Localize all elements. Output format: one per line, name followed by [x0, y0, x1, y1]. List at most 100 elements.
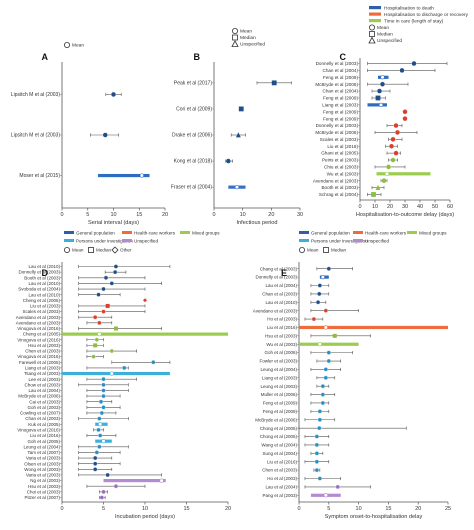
legend-marker-median [369, 31, 375, 37]
study-point [388, 143, 395, 149]
legend-swatch [353, 231, 363, 234]
study-row: Avendano et al (2003) [16, 320, 113, 325]
study-row: Goh et al (2003) [27, 405, 121, 410]
legend-swatch [122, 239, 132, 242]
study-label: Chan et al (2004) [323, 89, 359, 94]
study-band [103, 478, 166, 483]
study-point [320, 392, 325, 397]
study-point [101, 489, 106, 495]
study-point [112, 269, 118, 275]
study-row: Fowler et al (2003) [259, 359, 342, 364]
study-label: Peiris et al (2003) [322, 158, 358, 163]
study-point [143, 298, 147, 303]
study-label: Vinogova et al (2016) [17, 354, 60, 359]
study-label: Chong et al (2005) [260, 426, 298, 431]
study-point [101, 377, 106, 382]
study-point [101, 439, 106, 444]
legend-swatch [299, 231, 309, 234]
study-point [384, 171, 390, 176]
study-row: McBryde et al (2006) [255, 417, 336, 422]
study-row: Donnelly et al (2003) [18, 269, 127, 275]
x-tick-label: 10 [142, 506, 148, 512]
study-point [380, 75, 385, 80]
study-label: Feng et al (2009) [323, 96, 358, 101]
study-point [317, 426, 322, 431]
study-label: Tsang et al (2003) [24, 371, 61, 376]
study-point [101, 286, 106, 292]
study-label: Tam et al (2007) [27, 450, 60, 455]
study-label: Chong et al (2005) [260, 434, 298, 439]
study-row: Chiu et al (2003) [324, 164, 406, 170]
study-row: Chang et al (2003) [260, 266, 353, 271]
study-label: Vinogova et al (2016) [17, 427, 60, 432]
study-row: Tam et al (2007) [27, 450, 121, 455]
study-point [332, 333, 337, 338]
study-label: Leung et al (2003) [260, 384, 297, 389]
study-label: Chan et al (2003) [262, 291, 297, 296]
panel-letter: D [42, 268, 49, 278]
x-tick-label: 10 [240, 212, 246, 218]
study-label: Chow et al (2003) [24, 382, 60, 387]
legend-swatch [122, 231, 132, 234]
study-point [317, 342, 322, 347]
study-label: Chiu et al (2003) [324, 165, 358, 170]
legend-label: Median [240, 35, 256, 41]
x-tick-label: 5 [86, 212, 89, 218]
x-axis-label: Incubation period (days) [115, 514, 175, 520]
x-tick-label: 20 [268, 212, 274, 218]
study-row: Liu et al (2018) [327, 143, 398, 149]
study-point [375, 184, 381, 190]
study-label: Booth et al (2003) [321, 185, 358, 190]
x-tick-label: 30 [297, 212, 303, 218]
study-label: Avendano et al (2003) [253, 308, 298, 313]
x-tick-label: 0 [60, 212, 63, 218]
study-row: Wang et al (2004) [261, 443, 330, 448]
study-point [317, 283, 323, 288]
study-label: Sung et al (2004) [262, 451, 297, 456]
study-row: Feng et al (2009) [323, 109, 408, 115]
study-label: McBryde et al (2006) [315, 130, 358, 135]
legend-label: Unspecified [240, 42, 265, 48]
study-label: Feng et al (2009) [323, 109, 358, 114]
legend-swatch [180, 231, 190, 234]
study-label: Chang et al (2003) [260, 266, 298, 271]
study-label: Vinogova et al (2016) [17, 337, 60, 342]
study-label: Farewell et al (2005) [19, 360, 61, 365]
study-point [101, 393, 106, 399]
study-label: Liang et al (2003) [25, 366, 61, 371]
study-label: Feng et al (2009) [263, 401, 298, 406]
study-point [371, 192, 376, 197]
study-row: Varia et al (2003) [26, 456, 113, 461]
study-label: Lipsitch M et al (2003) [11, 133, 61, 139]
study-row: Leung et al (2004) [23, 444, 129, 449]
study-point [113, 264, 119, 269]
study-row: Lipsitch M et al (2003) [11, 132, 119, 139]
study-row: Chan et al (2004) [323, 88, 391, 94]
study-point [105, 303, 110, 308]
study-row: Avendano et al (2003) [313, 178, 388, 183]
study-point [375, 95, 381, 101]
x-tick-label: 15 [136, 212, 142, 218]
study-label: Chen et al (2003) [25, 349, 60, 354]
study-row: Kuk et al (2005) [28, 422, 108, 427]
study-point [159, 478, 164, 483]
legend-marker-mean [64, 246, 71, 253]
x-tick-label: 20 [162, 212, 168, 218]
study-row: Chong et al (2005) [260, 434, 330, 439]
study-row: Chen et al (2003) [262, 468, 321, 473]
legend-marker-unspecified [231, 40, 239, 47]
study-row: Chan et al (2004) [323, 67, 436, 73]
study-row: Liu et al (2016) [267, 459, 330, 464]
study-band [62, 332, 228, 336]
legend-label: Persons under investigation [76, 239, 133, 244]
legend-label: Other [120, 248, 132, 253]
study-label: Donnelly et al (2003) [18, 270, 60, 275]
study-label: Booth et al (2003) [24, 275, 60, 280]
study-point [93, 343, 98, 348]
panel-letter: E [281, 268, 287, 278]
legend-label: Hospitalisation to discharge or recovery [384, 12, 469, 18]
study-row: Feng et al (2009) [263, 401, 330, 406]
study-point [402, 109, 408, 115]
study-point [101, 309, 106, 314]
